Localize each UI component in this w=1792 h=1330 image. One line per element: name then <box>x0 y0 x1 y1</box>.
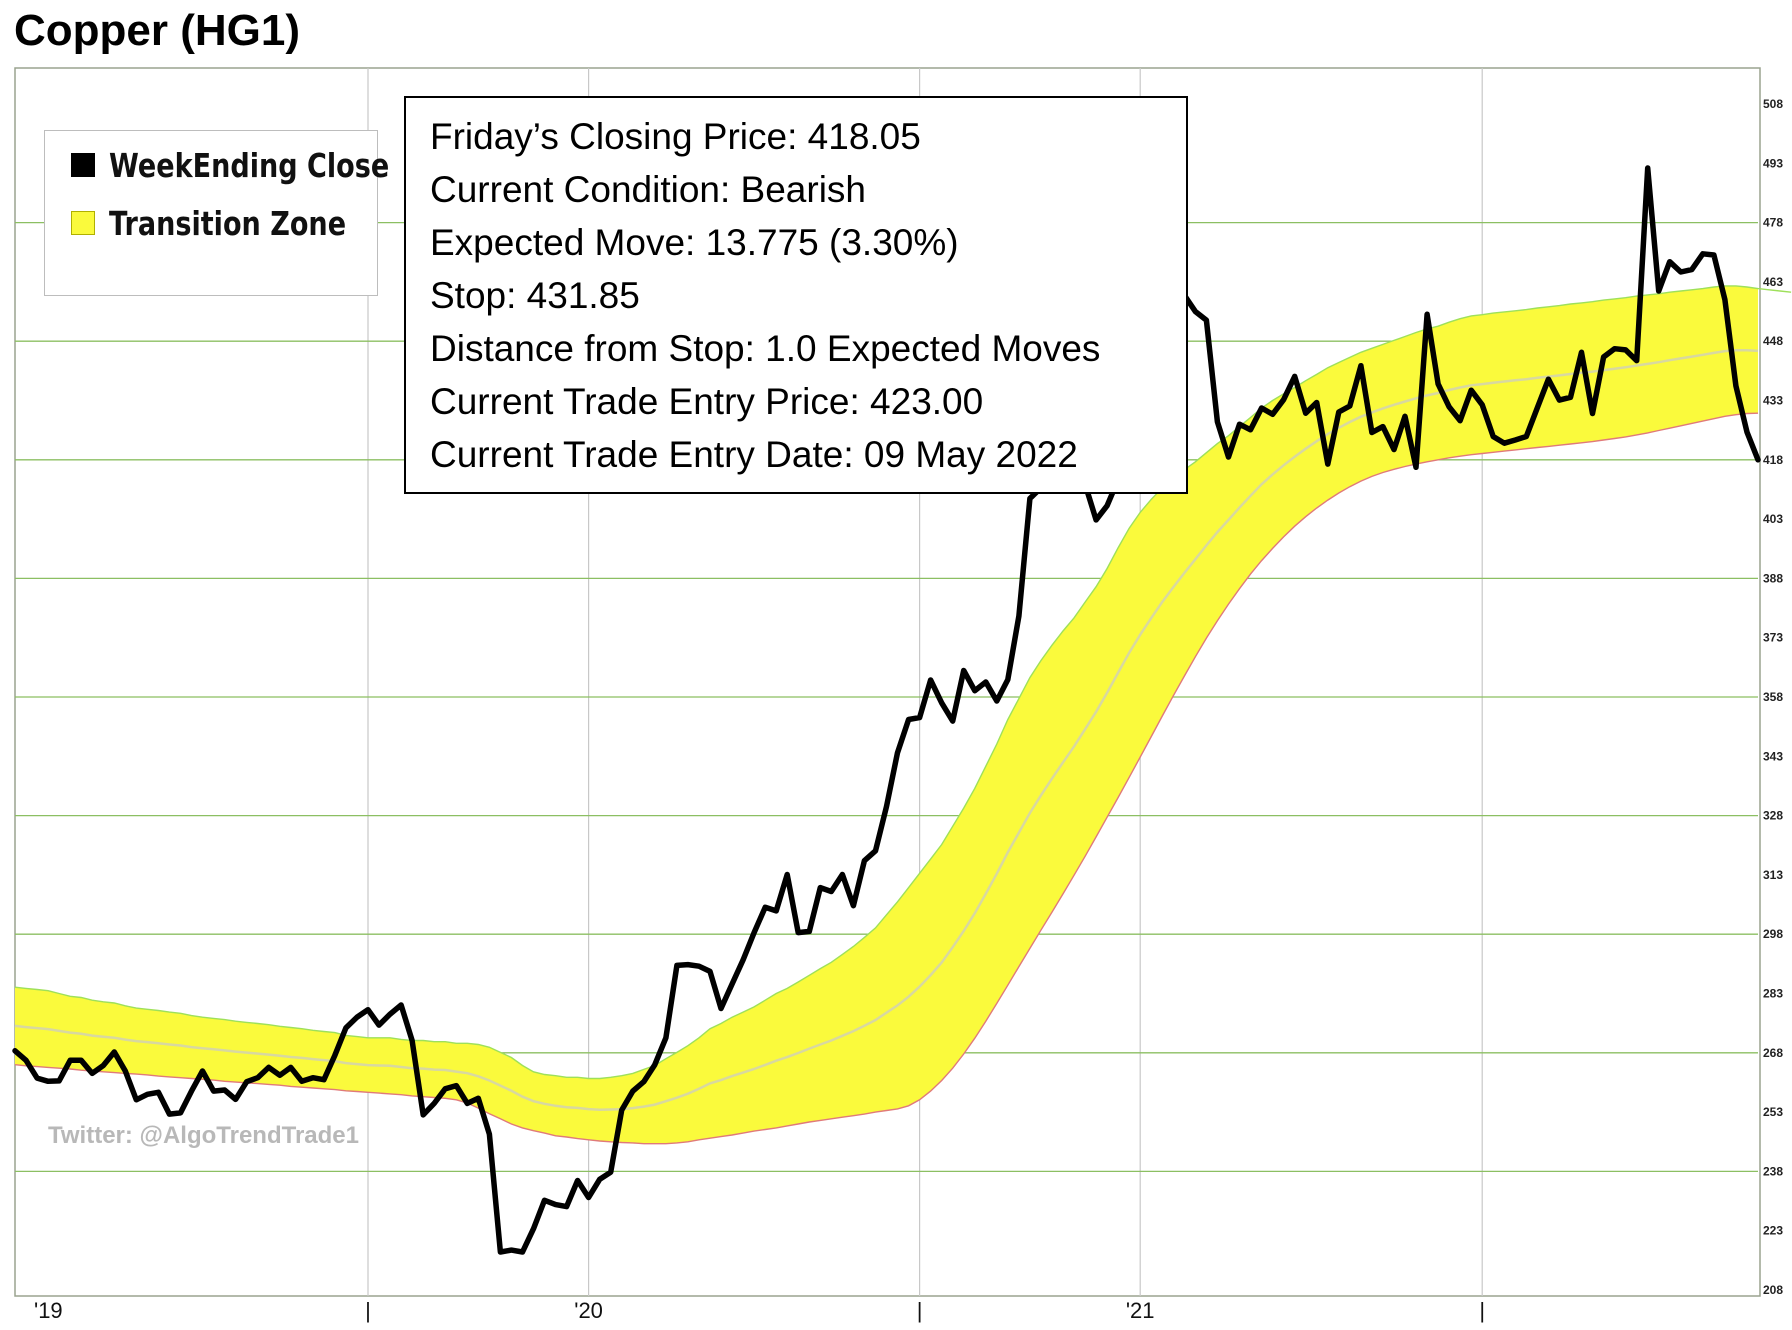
y-tick-label: 388 <box>1763 571 1783 585</box>
transition-zone-midline <box>14 349 1759 1111</box>
x-tick-label: '19 <box>34 1298 63 1323</box>
y-tick-label: 478 <box>1763 216 1783 230</box>
info-condition: Current Condition: Bearish <box>430 169 866 210</box>
x-tick-label: '20 <box>574 1298 603 1323</box>
legend: WeekEnding Close Transition Zone <box>44 130 389 296</box>
price-series <box>12 165 1761 1255</box>
y-tick-label: 238 <box>1763 1164 1783 1178</box>
y-tick-label: 223 <box>1763 1224 1783 1238</box>
x-axis-ticks: '19 | '20 | '21 | <box>34 1298 1485 1323</box>
transition-zone-upper-edge <box>14 285 1792 1080</box>
info-distance: Distance from Stop: 1.0 Expected Moves <box>430 328 1101 369</box>
x-tick-label: | <box>365 1298 371 1323</box>
transition-zone-band <box>15 285 1758 1144</box>
legend-swatch-zone <box>71 211 95 235</box>
transition-zone-lower-edge <box>14 412 1759 1145</box>
y-tick-label: 253 <box>1763 1105 1783 1119</box>
info-entry-price: Current Trade Entry Price: 423.00 <box>430 381 984 422</box>
y-tick-label: 403 <box>1763 512 1783 526</box>
transition-zone <box>14 285 1792 1145</box>
y-tick-label: 373 <box>1763 631 1783 645</box>
y-tick-label: 493 <box>1763 156 1783 170</box>
y-tick-label: 298 <box>1763 927 1783 941</box>
info-expected-move: Expected Move: 13.775 (3.30%) <box>430 222 959 263</box>
x-tick-label: | <box>917 1298 923 1323</box>
info-closing-price: Friday’s Closing Price: 418.05 <box>430 116 921 157</box>
y-tick-label: 508 <box>1763 97 1783 111</box>
legend-label-close: WeekEnding Close <box>109 145 390 185</box>
info-entry-date: Current Trade Entry Date: 09 May 2022 <box>430 434 1078 475</box>
chart-title: Copper (HG1) <box>14 6 300 55</box>
legend-label-zone: Transition Zone <box>109 203 347 243</box>
plot-area-border <box>14 67 1761 1297</box>
legend-item-zone: Transition Zone <box>71 203 398 243</box>
y-tick-label: 448 <box>1763 334 1783 348</box>
x-tick-label: '21 <box>1126 1298 1155 1323</box>
y-tick-label: 208 <box>1763 1283 1783 1297</box>
y-tick-label: 268 <box>1763 1046 1783 1060</box>
y-tick-label: 418 <box>1763 453 1783 467</box>
y-tick-label: 358 <box>1763 690 1783 704</box>
x-tick-label: | <box>1479 1298 1485 1323</box>
y-tick-label: 343 <box>1763 749 1783 763</box>
y-axis-ticks: 508 493 478 463 448 433 418 403 388 373 358 343 328 3… <box>1763 97 1783 1297</box>
y-tick-label: 433 <box>1763 394 1783 408</box>
y-tick-label: 283 <box>1763 987 1783 1001</box>
weekending-close-line <box>12 165 1761 1255</box>
y-tick-label: 313 <box>1763 868 1783 882</box>
watermark-text: Twitter: @AlgoTrendTrade1 <box>48 1122 359 1149</box>
legend-item-close: WeekEnding Close <box>71 145 451 185</box>
legend-swatch-close <box>71 153 95 177</box>
y-tick-label: 328 <box>1763 809 1783 823</box>
info-stop: Stop: 431.85 <box>430 275 640 316</box>
trade-info-box: Friday’s Closing Price: 418.05 Current C… <box>404 96 1188 494</box>
y-tick-label: 463 <box>1763 275 1783 289</box>
